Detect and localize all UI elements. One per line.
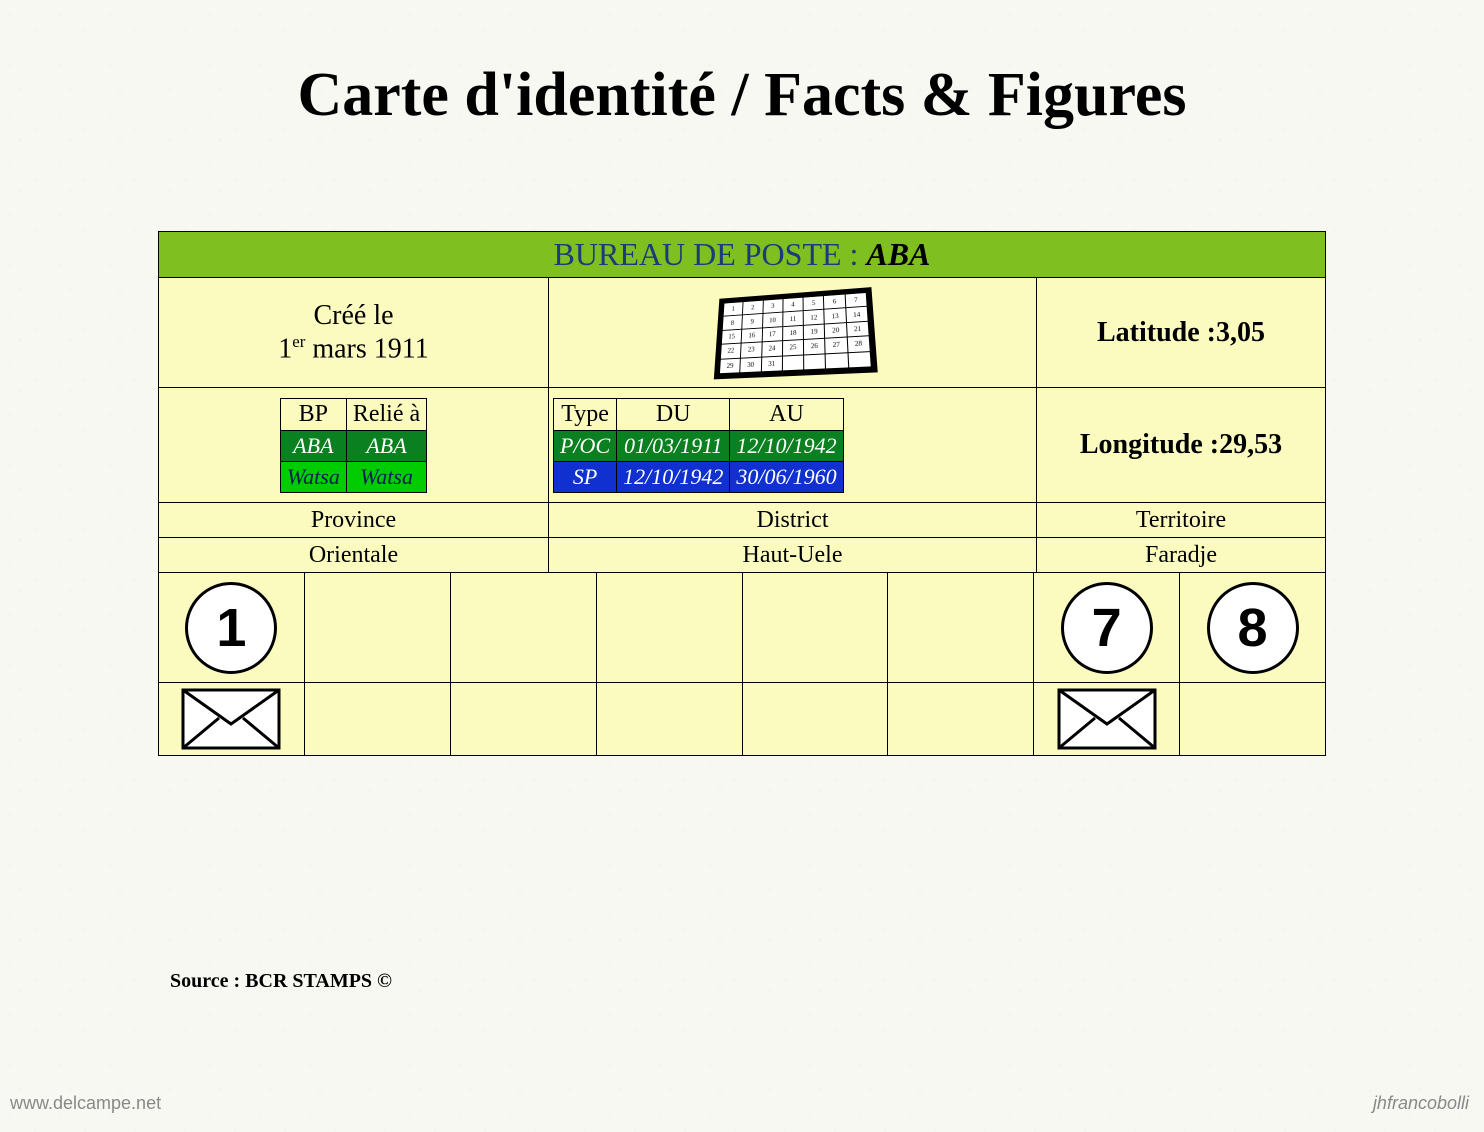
table-cell: SP xyxy=(554,461,617,492)
calendar-icon: 1234567891011121314151617181920212223242… xyxy=(713,287,877,379)
envelope-slot xyxy=(743,683,889,755)
created-cell: Créé le 1er mars 1911 xyxy=(159,278,549,387)
envelope-slot xyxy=(597,683,743,755)
circle-slot xyxy=(451,573,597,682)
table-cell: ABA xyxy=(280,430,346,461)
number-circle: 7 xyxy=(1061,582,1153,674)
number-circle: 8 xyxy=(1207,582,1299,674)
circles-row: 1 78 xyxy=(159,573,1325,683)
circle-slot: 8 xyxy=(1180,573,1325,682)
envelope-slot xyxy=(1180,683,1325,755)
watermark-left: www.delcampe.net xyxy=(10,1093,161,1114)
envelope-icon xyxy=(181,688,281,750)
territoire-value: Faradje xyxy=(1037,538,1325,572)
table-cell: Watsa xyxy=(346,461,426,492)
bp-table-cell: BPRelié àABAABAWatsaWatsa xyxy=(159,388,549,502)
circle-slot xyxy=(597,573,743,682)
longitude-cell: Longitude : 29,53 xyxy=(1037,388,1325,502)
table-cell: P/OC xyxy=(554,430,617,461)
calendar-cell: 1234567891011121314151617181920212223242… xyxy=(549,278,1037,387)
district-value: Haut-Uele xyxy=(549,538,1037,572)
table-header: BP xyxy=(280,398,346,430)
territoire-label: Territoire xyxy=(1037,503,1325,537)
table-header: Type xyxy=(554,398,617,430)
table-header: DU xyxy=(617,398,730,430)
latitude-cell: Latitude : 3,05 xyxy=(1037,278,1325,387)
source-text: Source : BCR STAMPS © xyxy=(170,970,392,993)
number-circle: 1 xyxy=(185,582,277,674)
table-cell: 12/10/1942 xyxy=(730,430,843,461)
envelopes-row xyxy=(159,683,1325,755)
circle-slot xyxy=(743,573,889,682)
table-cell: 01/03/1911 xyxy=(617,430,730,461)
bp-table: BPRelié àABAABAWatsaWatsa xyxy=(280,398,427,493)
circle-slot xyxy=(888,573,1034,682)
card-header: BUREAU DE POSTE : ABA xyxy=(159,232,1325,278)
table-cell: ABA xyxy=(346,430,426,461)
circle-slot: 1 xyxy=(159,573,305,682)
created-value: 1er mars 1911 xyxy=(278,332,428,365)
table-cell: Watsa xyxy=(280,461,346,492)
type-table: TypeDUAUP/OC01/03/191112/10/1942SP12/10/… xyxy=(553,398,844,493)
table-cell: 30/06/1960 xyxy=(730,461,843,492)
envelope-slot xyxy=(305,683,451,755)
type-table-cell: TypeDUAUP/OC01/03/191112/10/1942SP12/10/… xyxy=(549,388,1037,502)
envelope-slot xyxy=(451,683,597,755)
created-label: Créé le xyxy=(313,300,393,332)
province-label: Province xyxy=(159,503,549,537)
table-header: Relié à xyxy=(346,398,426,430)
circle-slot xyxy=(305,573,451,682)
circle-slot: 7 xyxy=(1034,573,1180,682)
header-name: ABA xyxy=(866,236,930,272)
page-title: Carte d'identité / Facts & Figures xyxy=(0,0,1484,131)
envelope-slot xyxy=(888,683,1034,755)
envelope-icon xyxy=(1057,688,1157,750)
facts-card: BUREAU DE POSTE : ABA Créé le 1er mars 1… xyxy=(158,231,1326,756)
district-label: District xyxy=(549,503,1037,537)
header-label: BUREAU DE POSTE : xyxy=(554,236,867,272)
table-cell: 12/10/1942 xyxy=(617,461,730,492)
envelope-slot xyxy=(159,683,305,755)
province-value: Orientale xyxy=(159,538,549,572)
envelope-slot xyxy=(1034,683,1180,755)
table-header: AU xyxy=(730,398,843,430)
watermark-right: jhfrancobolli xyxy=(1373,1093,1469,1114)
